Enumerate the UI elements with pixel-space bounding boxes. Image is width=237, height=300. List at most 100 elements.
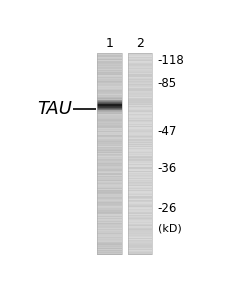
Bar [97,62,122,63]
Bar [97,116,122,117]
Bar [97,173,122,174]
Bar [97,139,122,140]
Bar [128,207,152,208]
Bar [128,125,152,126]
Bar [128,97,152,98]
Bar [128,77,152,78]
Bar [128,90,152,91]
Bar [97,161,122,162]
Bar [128,123,152,124]
Bar [97,201,122,202]
Bar [128,238,152,239]
Bar [128,132,152,133]
Bar [97,174,122,175]
Bar [97,104,122,105]
Bar [128,204,152,205]
Text: -47: -47 [157,125,177,138]
Bar [97,60,122,61]
Bar [97,151,122,152]
Bar [128,65,152,66]
Bar [128,127,152,128]
Bar [128,240,152,241]
Bar [97,232,122,233]
Bar [128,196,152,197]
Bar [128,194,152,195]
Bar [128,104,152,105]
Bar [128,142,152,143]
Bar [128,87,152,88]
Bar [128,180,152,181]
Bar [97,225,122,226]
Bar [97,202,122,203]
Bar [128,154,152,155]
Bar [128,110,152,111]
Bar [128,112,152,113]
Bar [97,121,122,122]
Bar [128,214,152,215]
Bar [128,78,152,79]
Bar [97,115,122,116]
Bar [128,130,152,131]
Bar [97,61,122,62]
Bar [97,161,122,162]
Bar [128,103,152,104]
Bar [97,147,122,148]
Bar [97,93,122,94]
Bar [97,152,122,153]
Bar [128,95,152,96]
Bar [97,83,122,84]
Bar [128,201,152,202]
Bar [128,109,152,110]
Bar [97,53,122,54]
Bar [97,69,122,70]
Bar [97,145,122,146]
Bar [128,198,152,199]
Bar [128,206,152,207]
Bar [128,58,152,59]
Bar [97,65,122,66]
Bar [128,155,152,156]
Bar [128,65,152,66]
Bar [128,200,152,201]
Bar [128,244,152,245]
Bar [128,161,152,162]
Bar [128,186,152,187]
Bar [128,164,152,165]
Bar [128,100,152,101]
Bar [97,149,122,150]
Bar [128,186,152,187]
Bar [97,69,122,70]
Bar [128,222,152,223]
Bar [97,110,122,111]
Bar [97,181,122,182]
Bar [128,130,152,131]
Bar [128,82,152,83]
Bar [128,205,152,206]
Bar [128,245,152,246]
Text: -36: -36 [157,162,177,175]
Bar [128,209,152,210]
Bar [97,155,122,156]
Bar [128,208,152,209]
Bar [97,167,122,168]
Bar [97,243,122,244]
Bar [128,119,152,120]
Bar [128,185,152,186]
Bar [128,195,152,196]
Bar [97,64,122,65]
Bar [97,226,122,227]
Bar [97,144,122,145]
Bar [128,138,152,139]
Bar [128,233,152,234]
Bar [128,183,152,184]
Bar [97,89,122,90]
Bar [97,188,122,189]
Bar [128,219,152,220]
Bar [97,57,122,58]
Bar [97,124,122,125]
Bar [128,212,152,213]
Bar [97,207,122,208]
Bar [97,246,122,247]
Bar [97,90,122,91]
Bar [97,239,122,240]
